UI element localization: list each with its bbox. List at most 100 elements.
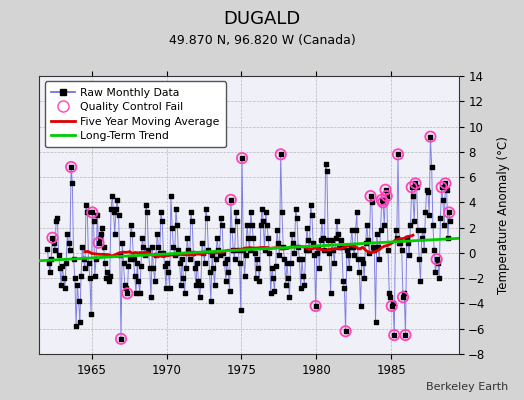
Point (235, 260, 244, 266)
Point (223, 256, 231, 262)
Point (442, 186, 451, 193)
Point (257, 222, 265, 228)
Point (269, 275, 277, 281)
Point (148, 243, 156, 250)
Point (189, 250, 198, 256)
Point (146, 265, 154, 271)
Point (418, 234, 426, 241)
Point (297, 285, 305, 292)
Point (108, 193, 116, 199)
Point (92, 256, 100, 262)
Point (209, 265, 217, 271)
Point (121, 281, 129, 288)
Point (355, 269, 364, 275)
Point (81, 265, 89, 271)
Point (379, 199, 387, 206)
Point (245, 247, 254, 254)
Point (438, 184, 446, 190)
Point (410, 218, 418, 224)
Point (117, 336, 125, 342)
Point (258, 206, 266, 212)
Point (71, 275, 79, 281)
Point (328, 237, 336, 244)
Point (294, 243, 302, 250)
Point (114, 212, 123, 218)
Point (404, 240, 412, 246)
Point (411, 180, 420, 187)
Point (164, 269, 172, 275)
Point (273, 227, 281, 233)
Point (156, 250, 164, 256)
Point (160, 262, 169, 269)
Point (56, 265, 64, 271)
Point (138, 234, 146, 241)
Point (158, 218, 167, 224)
Point (102, 275, 110, 281)
Point (353, 209, 361, 216)
Point (199, 250, 208, 256)
Point (390, 332, 398, 338)
Point (122, 285, 130, 292)
Point (434, 260, 442, 266)
Point (349, 243, 357, 250)
Point (402, 234, 411, 241)
Point (196, 281, 205, 288)
Point (54, 252, 63, 259)
Point (428, 164, 436, 170)
Point (289, 240, 298, 246)
Point (228, 227, 236, 233)
Point (113, 197, 122, 203)
Point (394, 151, 402, 158)
Point (399, 294, 407, 300)
Point (431, 269, 440, 275)
Point (183, 234, 191, 241)
Point (316, 237, 325, 244)
Point (167, 193, 175, 199)
Point (321, 161, 330, 168)
Point (216, 214, 225, 221)
Point (385, 290, 394, 296)
Point (280, 256, 289, 262)
Point (318, 218, 326, 224)
Point (185, 256, 194, 262)
Point (379, 199, 387, 206)
Point (386, 294, 395, 300)
Point (408, 184, 416, 190)
Point (354, 256, 362, 262)
Point (248, 222, 256, 228)
Point (233, 218, 241, 224)
Point (380, 222, 388, 228)
Point (384, 247, 392, 254)
Point (143, 209, 151, 216)
Point (133, 260, 141, 266)
Point (288, 231, 296, 237)
Point (441, 180, 450, 187)
Point (376, 227, 385, 233)
Point (336, 237, 345, 244)
Point (49, 240, 58, 246)
Point (368, 199, 376, 206)
Point (126, 256, 134, 262)
Point (329, 247, 337, 254)
Point (68, 180, 77, 187)
Point (168, 224, 177, 231)
Point (239, 247, 247, 254)
Point (53, 214, 62, 221)
Point (267, 290, 275, 296)
Point (300, 281, 309, 288)
Point (238, 155, 246, 161)
Point (415, 256, 423, 262)
Point (305, 247, 313, 254)
Point (366, 193, 375, 199)
Point (330, 260, 339, 266)
Point (436, 214, 444, 221)
Point (184, 247, 193, 254)
Point (299, 272, 308, 279)
Point (212, 256, 220, 262)
Point (172, 206, 180, 212)
Point (309, 240, 318, 246)
Point (91, 272, 99, 279)
Point (47, 256, 56, 262)
Point (260, 247, 269, 254)
Point (74, 298, 83, 304)
